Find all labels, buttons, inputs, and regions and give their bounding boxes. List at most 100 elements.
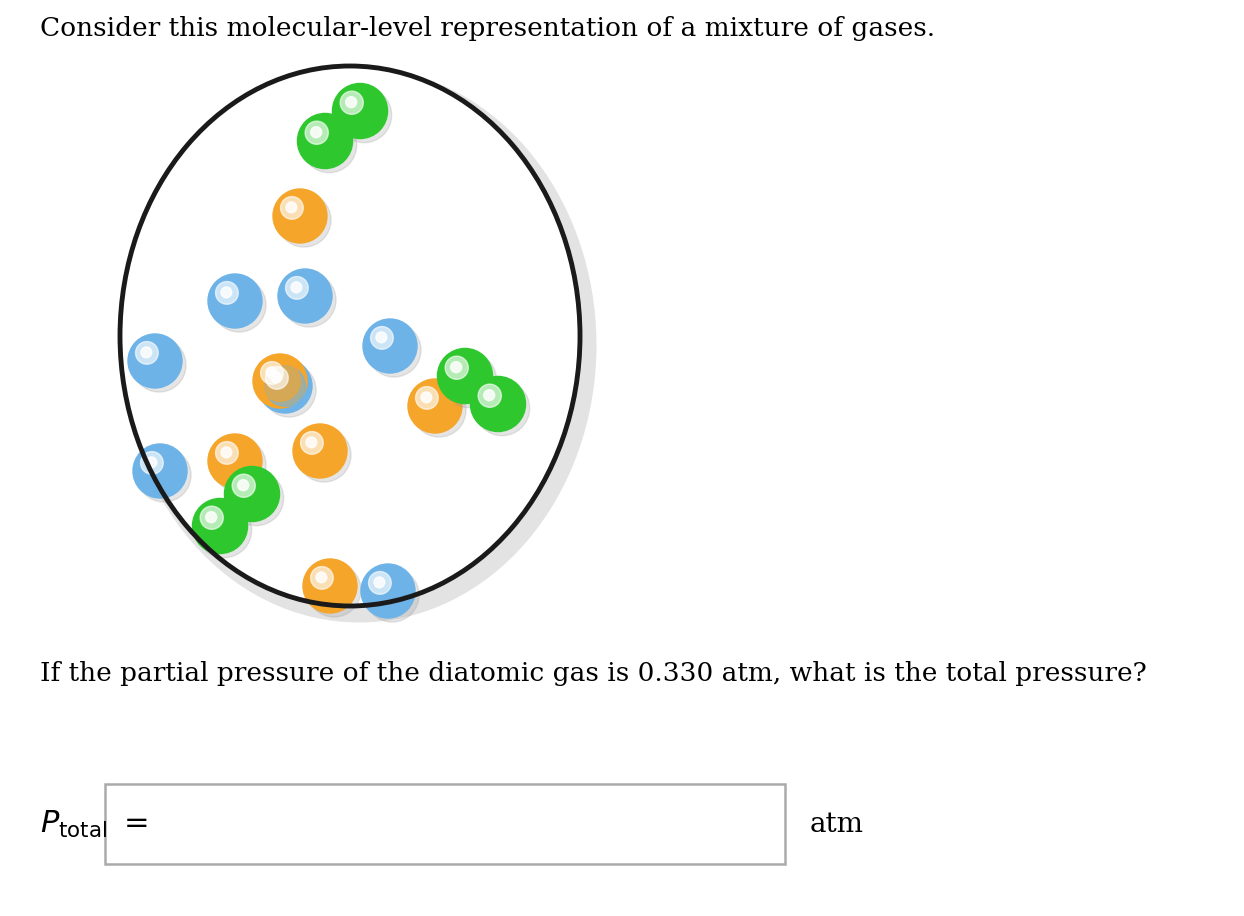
Circle shape [215, 441, 255, 481]
Circle shape [310, 566, 351, 606]
Circle shape [300, 431, 341, 471]
Circle shape [305, 121, 328, 145]
Ellipse shape [122, 68, 597, 623]
Circle shape [311, 126, 322, 137]
Circle shape [374, 577, 384, 588]
Circle shape [280, 196, 320, 236]
Circle shape [286, 202, 297, 213]
Circle shape [337, 88, 392, 143]
Circle shape [265, 366, 289, 389]
Circle shape [139, 451, 180, 491]
Text: If the partial pressure of the diatomic gas is 0.330 atm, what is the total pres: If the partial pressure of the diatomic … [40, 661, 1147, 686]
Text: Consider this molecular-level representation of a mixture of gases.: Consider this molecular-level representa… [40, 16, 935, 41]
Circle shape [301, 431, 323, 454]
Circle shape [128, 334, 182, 388]
Circle shape [415, 387, 438, 409]
Circle shape [297, 114, 352, 169]
Circle shape [199, 506, 240, 547]
Circle shape [231, 474, 272, 515]
Circle shape [450, 362, 462, 373]
Circle shape [136, 342, 158, 365]
Circle shape [304, 559, 357, 613]
Circle shape [224, 466, 280, 521]
Circle shape [332, 83, 388, 138]
Circle shape [367, 323, 420, 377]
Circle shape [297, 428, 351, 482]
Circle shape [294, 424, 347, 478]
Circle shape [272, 189, 327, 243]
Circle shape [258, 358, 311, 412]
Circle shape [262, 363, 316, 417]
Circle shape [215, 281, 239, 304]
Circle shape [371, 327, 393, 349]
Circle shape [414, 386, 455, 426]
Circle shape [141, 347, 152, 358]
Circle shape [205, 512, 216, 523]
Circle shape [361, 564, 415, 618]
Circle shape [281, 197, 304, 219]
Circle shape [253, 354, 307, 408]
Ellipse shape [119, 66, 580, 606]
Circle shape [307, 563, 361, 617]
Circle shape [197, 503, 251, 558]
Circle shape [408, 379, 462, 433]
Text: atm: atm [810, 811, 865, 837]
Circle shape [286, 277, 309, 300]
Circle shape [134, 341, 175, 381]
Circle shape [478, 384, 501, 408]
Circle shape [475, 380, 530, 436]
Circle shape [368, 572, 392, 594]
Circle shape [146, 457, 157, 468]
Circle shape [412, 383, 466, 437]
Circle shape [238, 480, 249, 491]
FancyBboxPatch shape [104, 784, 785, 864]
Text: $P_{\rm total}$$\ =$: $P_{\rm total}$$\ =$ [40, 809, 148, 840]
Circle shape [438, 348, 493, 404]
Circle shape [311, 567, 333, 589]
Circle shape [305, 120, 346, 161]
Circle shape [229, 471, 284, 526]
Circle shape [208, 434, 262, 488]
Circle shape [478, 383, 519, 425]
Circle shape [260, 362, 284, 384]
Circle shape [444, 355, 485, 397]
Circle shape [215, 280, 255, 322]
Circle shape [221, 287, 231, 298]
Circle shape [258, 359, 312, 413]
Circle shape [200, 507, 224, 529]
Circle shape [208, 274, 262, 328]
Circle shape [141, 452, 163, 474]
Circle shape [211, 278, 266, 332]
Circle shape [132, 338, 187, 392]
Circle shape [233, 474, 255, 497]
Circle shape [420, 392, 432, 403]
Circle shape [470, 376, 525, 431]
Circle shape [137, 448, 192, 502]
Circle shape [282, 273, 336, 327]
Circle shape [133, 444, 187, 498]
Circle shape [442, 353, 496, 408]
Circle shape [340, 92, 363, 114]
Circle shape [277, 193, 331, 247]
Circle shape [369, 326, 411, 366]
Circle shape [346, 97, 357, 108]
Circle shape [277, 269, 332, 323]
Circle shape [301, 117, 357, 173]
Circle shape [265, 365, 305, 407]
Circle shape [368, 571, 408, 611]
Circle shape [484, 389, 495, 400]
Circle shape [211, 438, 266, 492]
Circle shape [306, 437, 317, 448]
Circle shape [266, 367, 276, 377]
Circle shape [445, 356, 468, 379]
Circle shape [285, 276, 325, 316]
Circle shape [363, 319, 417, 373]
Circle shape [260, 361, 300, 401]
Circle shape [316, 572, 327, 583]
Circle shape [193, 498, 248, 553]
Circle shape [376, 332, 387, 343]
Circle shape [271, 372, 281, 383]
Circle shape [215, 442, 239, 464]
Circle shape [364, 568, 419, 622]
Circle shape [291, 282, 302, 293]
